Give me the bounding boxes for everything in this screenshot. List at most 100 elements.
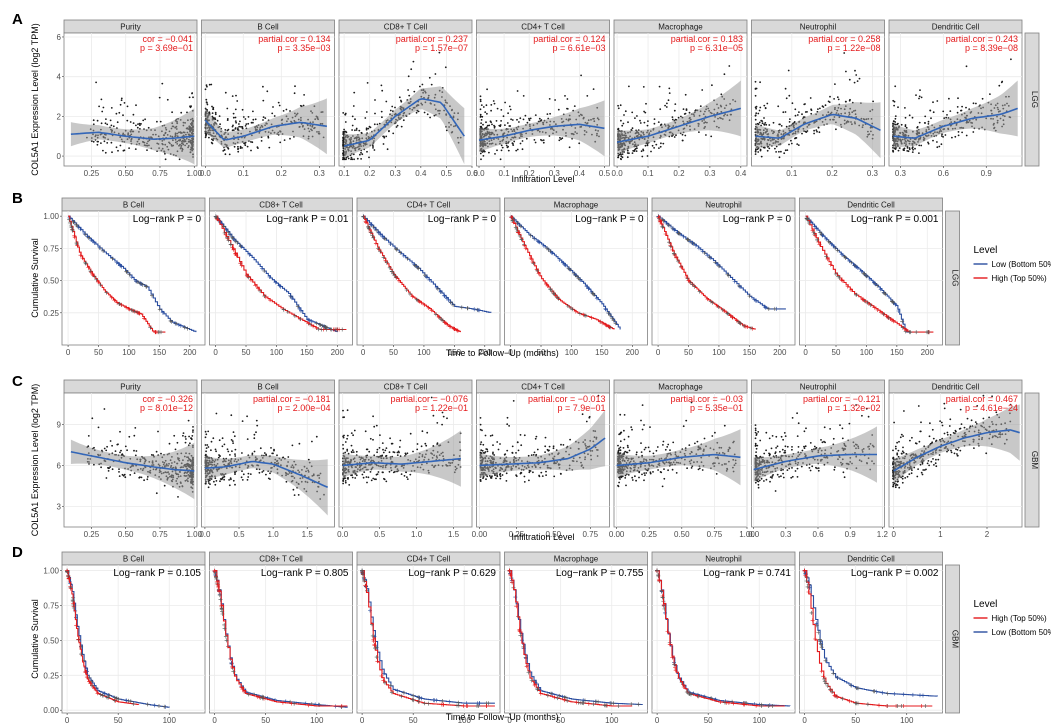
scatter-point: [780, 125, 783, 127]
scatter-point: [247, 122, 250, 125]
scatter-point: [915, 94, 917, 96]
scatter-point: [897, 149, 900, 152]
p-value-label: p = 1.22e−01: [415, 403, 468, 413]
scatter-point: [360, 131, 363, 134]
scatter-point: [680, 115, 682, 118]
scatter-point: [796, 143, 799, 146]
scatter-point: [482, 106, 485, 108]
scatter-point: [365, 111, 368, 113]
scatter-point: [483, 150, 486, 153]
scatter-point: [100, 466, 102, 469]
facet-title: Dendritic Cell: [932, 23, 980, 32]
scatter-point: [509, 108, 512, 111]
x-axis-title: Time to Follow−Up (months): [446, 348, 559, 358]
scatter-point: [205, 433, 208, 436]
scatter-point: [493, 125, 496, 128]
correlation-label: partial.cor = 0.124: [533, 34, 605, 44]
scatter-point: [540, 138, 542, 141]
scatter-point: [624, 110, 627, 113]
scatter-point: [893, 120, 895, 123]
scatter-point: [368, 156, 370, 159]
scatter-point: [128, 147, 131, 150]
scatter-point: [512, 400, 515, 402]
scatter-point: [662, 142, 665, 145]
scatter-point: [699, 105, 702, 108]
scatter-point: [122, 149, 125, 152]
scatter-point: [754, 88, 757, 90]
scatter-point: [342, 480, 345, 482]
x-tick-label: 50: [94, 348, 103, 357]
scatter-point: [542, 139, 545, 142]
scatter-point: [361, 153, 364, 156]
scatter-point: [214, 113, 217, 116]
scatter-point: [354, 129, 356, 132]
scatter-point: [224, 91, 227, 94]
scatter-point: [780, 150, 782, 153]
scatter-point: [342, 444, 344, 446]
facet-title: Neutrophil: [800, 23, 837, 32]
scatter-point: [118, 475, 121, 477]
scatter-point: [210, 83, 213, 86]
scatter-point: [123, 473, 126, 476]
scatter-point: [949, 110, 952, 112]
x-tick-label: 150: [743, 348, 757, 357]
scatter-point: [396, 454, 399, 456]
scatter-point: [568, 146, 571, 149]
scatter-point: [206, 444, 209, 446]
scatter-point: [204, 444, 207, 446]
scatter-point: [399, 439, 402, 442]
row-label: LGG: [951, 270, 960, 287]
scatter-point: [344, 113, 346, 116]
scatter-point: [410, 68, 413, 71]
scatter-point: [388, 130, 390, 132]
scatter-point: [254, 118, 257, 121]
scatter-point: [227, 128, 230, 131]
scatter-point: [894, 115, 897, 117]
scatter-point: [897, 122, 899, 125]
scatter-point: [685, 108, 688, 111]
scatter-point: [420, 445, 423, 448]
scatter-point: [759, 149, 762, 152]
scatter-point: [103, 447, 106, 450]
scatter-point: [854, 69, 856, 72]
scatter-point: [518, 121, 520, 123]
scatter-point: [287, 456, 290, 458]
scatter-point: [765, 123, 768, 126]
scatter-point: [137, 123, 139, 125]
scatter-point: [500, 144, 503, 147]
scatter-point: [385, 447, 388, 449]
plot-area: [651, 210, 796, 346]
scatter-point: [234, 120, 237, 122]
scatter-point: [241, 147, 243, 149]
scatter-point: [957, 97, 959, 100]
scatter-point: [657, 121, 660, 123]
scatter-point: [965, 134, 968, 137]
scatter-point: [207, 480, 210, 482]
scatter-point: [229, 454, 231, 456]
scatter-point: [273, 115, 276, 117]
scatter-point: [528, 117, 530, 120]
x-tick-label: 0.6: [938, 169, 950, 178]
scatter-point: [344, 481, 347, 484]
y-axis-title: COL5A1 Expression Level (log2 TPM): [30, 384, 40, 536]
scatter-point: [250, 141, 252, 143]
x-tick-label: 0.5: [441, 169, 453, 178]
scatter-point: [894, 117, 897, 120]
x-tick-label: 0.50: [118, 169, 134, 178]
scatter-point: [119, 451, 121, 454]
scatter-point: [133, 449, 135, 452]
scatter-point: [214, 483, 217, 486]
x-tick-label: 0.5: [233, 530, 245, 539]
scatter-point: [491, 123, 493, 126]
scatter-point: [239, 145, 242, 148]
scatter-point: [370, 479, 373, 482]
scatter-point: [278, 104, 281, 107]
scatter-point: [342, 147, 345, 150]
scatter-point: [289, 137, 291, 140]
scatter-point: [182, 432, 185, 434]
scatter-point: [623, 151, 625, 153]
scatter-point: [279, 141, 282, 144]
scatter-point: [423, 111, 426, 114]
